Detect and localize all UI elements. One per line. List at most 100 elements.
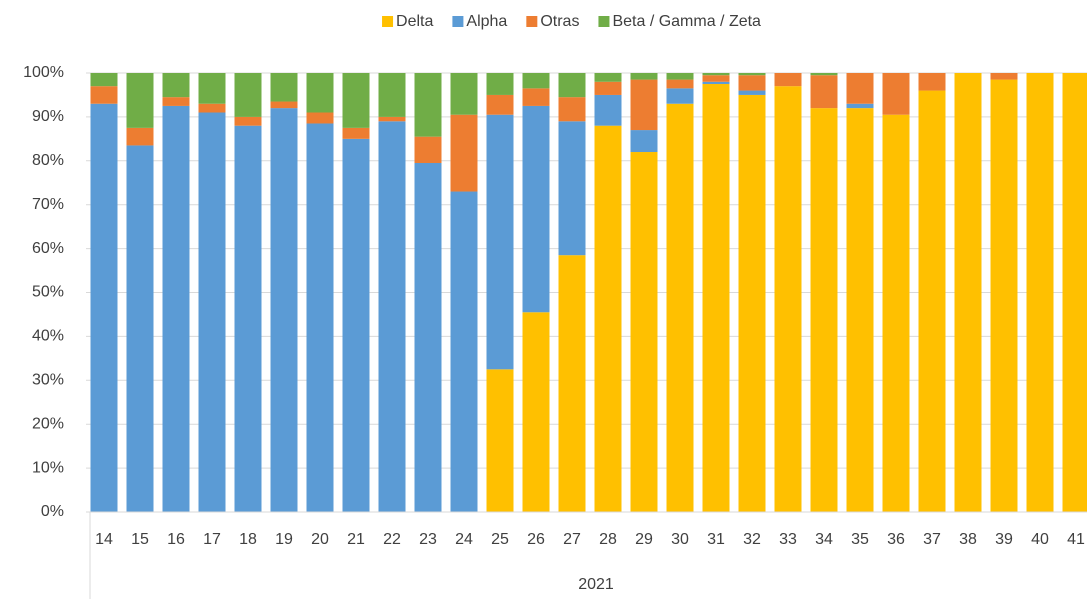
bar-segment [918,90,946,512]
bar-segment [126,145,154,512]
bar-segment [414,136,442,163]
bar-segment [558,73,586,98]
bar-segment [486,73,514,95]
y-tick-label: 0% [41,503,64,520]
y-tick-label: 100% [23,64,64,81]
bar-segment [378,73,406,117]
y-tick-label: 30% [32,372,64,389]
bar-segment [486,114,514,370]
legend-label: Beta / Gamma / Zeta [612,13,761,30]
bar-segment [342,73,370,128]
bar-segment [702,75,730,82]
bar-segment [522,105,550,313]
bar-segment [270,101,298,109]
bar-segment [846,108,874,513]
bar-segment [594,73,622,82]
bar-segment [522,312,550,512]
bar-segment [738,75,766,91]
bar-segment [990,79,1018,513]
x-tick-label: 36 [887,531,905,548]
legend-label: Alpha [466,13,507,30]
y-tick-label: 90% [32,108,64,125]
bar-segment [954,73,982,512]
bar-segment [702,73,730,76]
bar-segment [306,73,334,113]
bar-segment [162,105,190,513]
y-tick-label: 10% [32,459,64,476]
bar-segment [846,73,874,104]
bar-segment [990,73,1018,80]
bar-segment [1026,73,1054,512]
bar-segment [846,103,874,109]
legend-swatch [452,16,464,27]
bar-segment [558,121,586,256]
bar-segment [1062,73,1087,512]
legend-swatch [526,16,538,27]
bar-segment [594,125,622,513]
x-tick-label: 38 [959,531,977,548]
bar-segment [414,73,442,137]
legend-swatch [598,16,610,27]
bar-segment [522,73,550,89]
bar-segment [162,73,190,98]
x-tick-label: 37 [923,531,941,548]
bar-segment [378,116,406,122]
bar-segment [450,191,478,512]
bar-segment [774,73,802,87]
bar-segment [126,73,154,128]
bar-segment [810,73,838,76]
x-tick-label: 22 [383,531,401,548]
bar-segment [774,86,802,513]
x-tick-label: 17 [203,531,221,548]
bar-segment [558,255,586,512]
bar-segment [702,83,730,512]
bar-segment [882,114,910,512]
bar-segment [198,103,226,113]
x-tick-label: 41 [1067,531,1085,548]
x-tick-label: 23 [419,531,437,548]
bar-segment [234,73,262,117]
bar-segment [486,369,514,512]
y-tick-label: 70% [32,196,64,213]
x-tick-label: 29 [635,531,653,548]
x-tick-label: 33 [779,531,797,548]
bar-segment [810,108,838,513]
bar-segment [738,73,766,76]
y-tick-label: 60% [32,240,64,257]
bar-segment [738,94,766,512]
bar-segment [270,108,298,513]
bar-segment [234,116,262,126]
bar-segment [198,73,226,104]
group-label: 2021 [578,576,614,593]
bar-segment [882,73,910,115]
bar-segment [378,121,406,512]
bar-segment [630,152,658,512]
bar-segment [486,94,514,115]
bar-segment [630,73,658,80]
bar-segment [666,103,694,512]
legend-label: Otras [540,13,579,30]
bar-segment [126,127,154,146]
x-tick-label: 35 [851,531,869,548]
bar-segment [738,90,766,95]
bar-segment [90,73,118,87]
x-tick-label: 34 [815,531,833,548]
x-tick-label: 21 [347,531,365,548]
x-tick-label: 39 [995,531,1013,548]
bar-segment [90,86,118,104]
x-tick-label: 16 [167,531,185,548]
bar-segment [702,81,730,84]
bar-segment [558,97,586,122]
x-tick-label: 30 [671,531,689,548]
legend-label: Delta [396,13,433,30]
bar-segment [234,125,262,513]
x-tick-label: 18 [239,531,257,548]
bar-segment [306,123,334,513]
legend-swatch [382,16,394,27]
y-tick-label: 50% [32,284,64,301]
bar-segment [450,73,478,115]
x-tick-label: 25 [491,531,509,548]
x-tick-label: 28 [599,531,617,548]
bar-segment [594,81,622,95]
